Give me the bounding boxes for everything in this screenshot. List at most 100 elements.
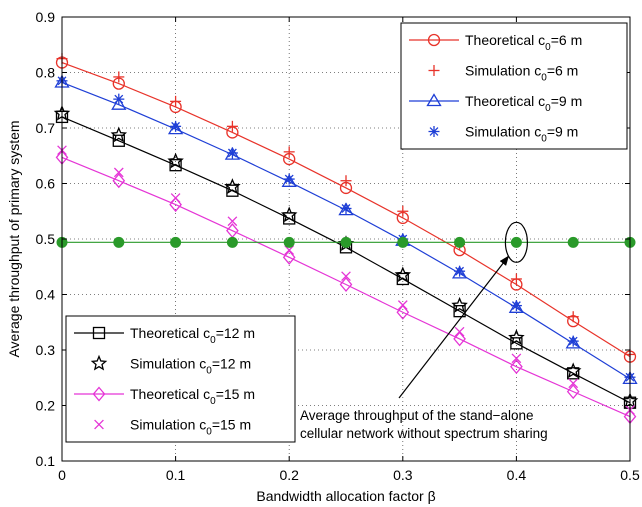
data-point [224,178,241,194]
legend-marker [426,93,442,107]
data-point [567,311,579,323]
series-line [61,61,631,358]
y-tick-label: 0.4 [36,287,56,303]
annotation-ellipse [504,221,529,263]
data-point [567,236,579,248]
data-point [396,272,409,286]
annotation: Average throughput of the stand−alone ce… [300,221,548,441]
data-point [340,236,352,248]
data-point [339,277,353,293]
data-point [511,353,522,364]
annotation-line-1: Average throughput of the stand−alone [300,408,534,423]
data-point [284,245,295,255]
x-tick-label: 0 [58,467,66,483]
y-tick-label: 0.6 [36,176,56,192]
data-point [112,173,126,189]
data-point [170,236,182,248]
annotation-line-2: cellular network without spectrum sharin… [300,426,548,441]
series-line [61,156,631,418]
data-point [281,174,297,187]
x-tick-label: 0.3 [393,467,413,483]
data-point [224,146,241,160]
y-tick-label: 0.9 [36,9,56,25]
data-point [564,362,582,379]
legend-label: Theoretical c0=15 m [130,386,255,407]
data-point [283,236,295,248]
x-tick-label: 0.2 [279,467,299,483]
data-point [226,236,238,248]
legend-bottom-left: Theoretical c0=12 m Simulation c0=12 m The… [65,315,296,443]
legend-label: Theoretical c0=9 m [465,93,582,114]
data-point [338,202,354,216]
x-tick-label: 0.4 [507,467,527,483]
data-point [510,337,523,350]
axis-ticks: 0 0.1 0.2 0.3 0.4 0.50.10.20.30.40.50.60.70.8… [36,9,640,483]
data-point [167,121,184,135]
data-point [397,300,408,310]
data-point [110,126,128,143]
data-point [167,152,184,169]
data-point [226,120,238,132]
legend-marker [90,354,108,371]
legend-top-right: Theoretical c0=6 m Simulation c0=6 m Theor… [400,22,628,150]
y-tick-label: 0.3 [36,342,56,358]
y-tick-label: 0.8 [36,65,56,81]
data-point [283,173,295,185]
x-tick-label: 0.1 [166,467,186,483]
series-8 [56,236,636,248]
legend-marker [428,65,440,76]
data-point [170,95,182,107]
data-point [113,93,125,105]
data-point [283,146,295,158]
legend-label: Simulation c0=9 m [465,124,578,145]
data-point [112,134,125,147]
y-tick-label: 0.7 [36,120,56,136]
data-point [566,384,580,400]
data-point [508,329,525,345]
legend-marker [94,419,104,430]
legend-label: Simulation c0=6 m [465,63,578,84]
legend-label: Simulation c0=12 m [130,356,251,377]
data-point [394,266,412,283]
series-7 [57,145,635,415]
data-point [454,236,466,248]
data-point [341,271,351,282]
y-axis-label: Average throughput of primary system [6,120,22,357]
legend-marker [92,326,106,340]
legend-label: Theoretical c0=6 m [465,32,582,53]
legend-marker [427,33,441,47]
y-tick-label: 0.2 [36,398,56,414]
data-point [451,265,468,279]
annotation-arrow [398,255,510,399]
data-point [454,326,465,337]
data-point [453,331,466,347]
y-tick-label: 0.1 [36,453,56,469]
data-point [510,359,523,375]
data-point [453,304,466,318]
data-point [113,71,125,83]
legend-label: Simulation c0=15 m [130,417,251,438]
plot-series [53,53,639,425]
data-point [568,378,579,389]
data-point [396,304,410,320]
data-point [280,206,298,223]
data-point [510,236,522,248]
legends: Theoretical c0=6 m Simulation c0=6 m Theor… [65,22,628,443]
data-point [227,216,238,227]
data-point [510,273,522,285]
data-point [340,202,352,214]
data-point [510,300,522,312]
data-point [113,236,125,248]
data-point [170,193,181,203]
data-point [454,265,466,277]
data-point [226,184,239,197]
data-point [226,147,238,159]
x-axis-label: Bandwidth allocation factor β [256,488,435,504]
legend-marker [92,386,106,402]
data-point [169,159,182,172]
data-point [451,296,468,313]
data-point [282,249,296,265]
data-point [113,167,124,178]
data-point [283,212,296,225]
